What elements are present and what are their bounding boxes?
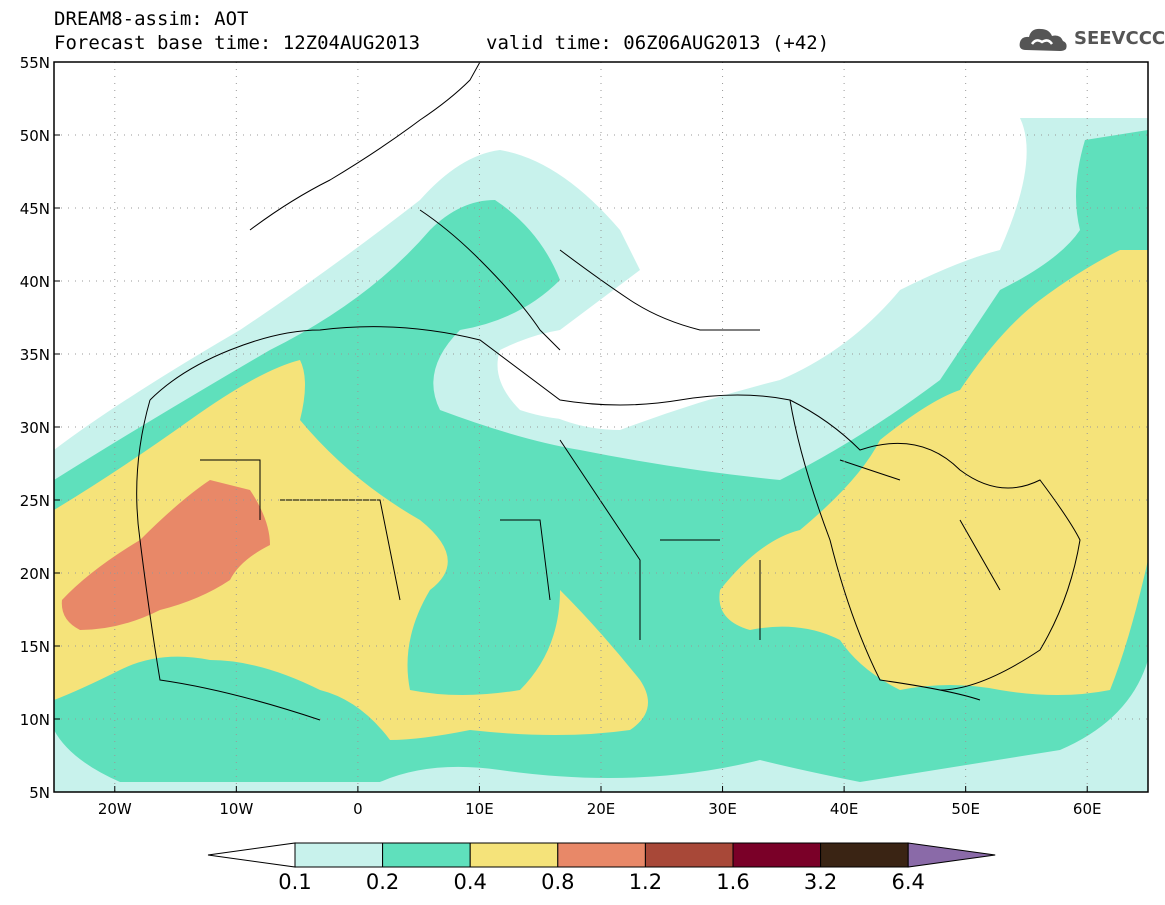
map-title: DREAM8-assim: AOT [54, 8, 249, 30]
colorbar-label: 1.2 [629, 870, 662, 894]
colorbar-label: 0.2 [366, 870, 399, 894]
colorbar-label: 0.1 [278, 870, 311, 894]
lat-label: 10N [20, 711, 50, 729]
lat-label: 45N [20, 200, 50, 218]
lon-label: 20E [587, 800, 616, 818]
lon-label: 10W [219, 800, 253, 818]
colorbar-cell [469, 842, 559, 868]
colorbar-cell [294, 842, 384, 868]
colorbar-label: 6.4 [891, 870, 924, 894]
colorbar-cell [732, 842, 822, 868]
coastline-arabia [789, 399, 1081, 691]
aot-field-0.8 [61, 480, 271, 630]
colorbar-cell [820, 842, 909, 868]
longitude-labels: 20W 10W 0 10E 20E 30E 40E 50E 60E [98, 786, 1102, 818]
lon-label: 50E [951, 800, 980, 818]
lon-label: 40E [830, 800, 859, 818]
lon-label: 30E [708, 800, 737, 818]
aot-field-0.4 [54, 250, 1148, 740]
lat-label: 40N [20, 273, 50, 291]
colorbar-under-arrow [207, 842, 296, 868]
gridlines [54, 62, 1148, 792]
coastlines [136, 62, 1081, 721]
coastline-europe [249, 62, 760, 351]
colorbar-label: 0.8 [541, 870, 574, 894]
lat-label: 25N [20, 492, 50, 510]
valid-time: valid time: 06Z06AUG2013 (+42) [486, 32, 830, 54]
cloud-icon [1019, 28, 1067, 51]
lat-label: 30N [20, 419, 50, 437]
lon-label: 20W [98, 800, 132, 818]
latitude-labels: 55N 50N 45N 40N 35N 30N 25N 20N 15N 10N 5N [20, 54, 60, 802]
colorbar: 0.1 0.2 0.4 0.8 1.2 1.6 3.2 6.4 [207, 842, 996, 894]
colorbar-cell [557, 842, 646, 868]
lat-label: 35N [20, 346, 50, 364]
colorbar-cell [644, 842, 734, 868]
colorbar-over-arrow [907, 842, 996, 868]
logo-text: SEEVCCC [1074, 28, 1165, 49]
lat-label: 20N [20, 565, 50, 583]
borders [200, 439, 1001, 640]
colorbar-label: 0.4 [453, 870, 486, 894]
lat-label: 15N [20, 638, 50, 656]
colorbar-label: 1.6 [716, 870, 749, 894]
lat-label: 55N [20, 54, 50, 72]
coastline-africa [136, 326, 981, 721]
lat-label: 5N [29, 784, 50, 802]
lon-label: 10E [465, 800, 494, 818]
aot-field-clear [497, 327, 720, 420]
colorbar-cell [382, 842, 471, 868]
lon-label: 60E [1073, 800, 1102, 818]
lon-label: 0 [353, 800, 363, 818]
lat-label: 50N [20, 127, 50, 145]
forecast-base-time: Forecast base time: 12Z04AUG2013 [54, 32, 421, 54]
seevccc-logo: SEEVCCC [1018, 24, 1165, 56]
colorbar-label: 3.2 [804, 870, 837, 894]
